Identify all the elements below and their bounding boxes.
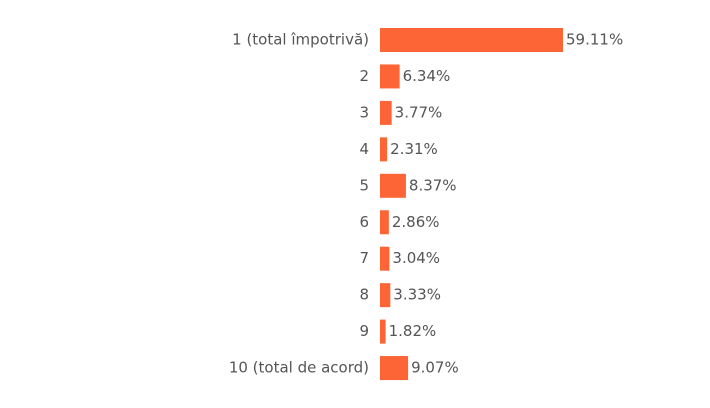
value-label: 6.34%: [403, 67, 451, 85]
value-label: 3.04%: [392, 249, 440, 267]
value-label: 3.33%: [393, 286, 441, 304]
bar: [380, 210, 389, 235]
value-label: 2.86%: [392, 213, 440, 231]
bar: [380, 28, 563, 52]
bar: [380, 137, 388, 162]
value-label: 9.07%: [411, 359, 459, 377]
bar: [380, 100, 392, 125]
bar: [380, 64, 400, 89]
category-label: 8: [359, 286, 369, 304]
value-label: 8.37%: [409, 176, 457, 194]
value-label: 1.82%: [389, 322, 437, 340]
category-label: 6: [359, 213, 369, 231]
category-label: 2: [359, 67, 369, 85]
value-label: 59.11%: [566, 31, 623, 49]
category-label: 3: [359, 103, 369, 121]
category-label: 9: [359, 322, 369, 340]
bar: [380, 246, 390, 271]
bar: [380, 173, 406, 198]
category-label: 5: [359, 176, 369, 194]
category-label: 10 (total de acord): [229, 359, 369, 377]
bar: [380, 356, 409, 381]
value-label: 2.31%: [390, 140, 438, 158]
bar: [380, 319, 386, 344]
value-label: 3.77%: [395, 103, 443, 121]
category-label: 1 (total împotrivă): [232, 31, 369, 49]
category-label: 7: [359, 249, 369, 267]
category-label: 4: [359, 140, 369, 158]
bar: [380, 283, 391, 308]
